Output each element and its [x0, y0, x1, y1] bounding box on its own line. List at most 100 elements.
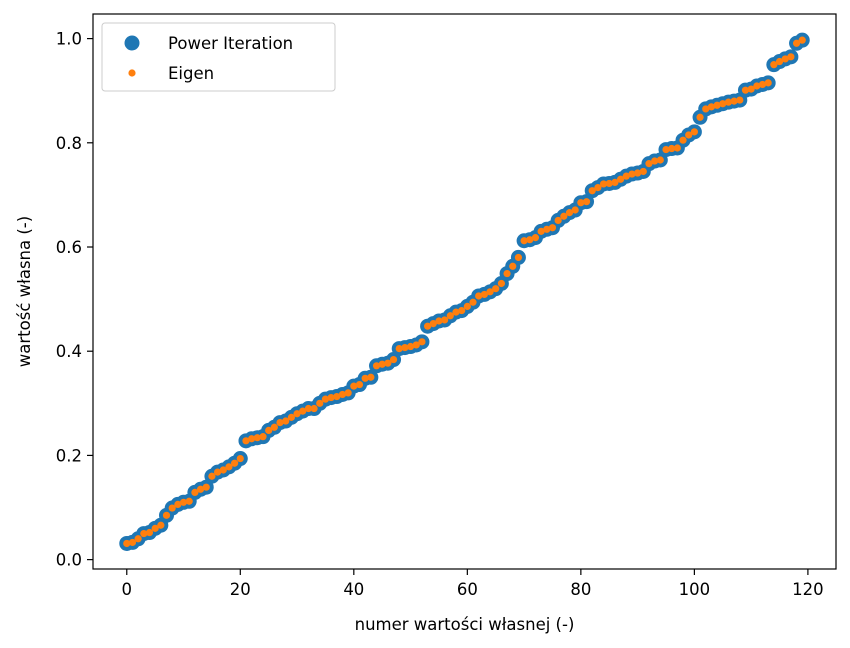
eigen-point [304, 404, 313, 413]
eigen-point [157, 521, 165, 529]
eigen-point [202, 483, 210, 491]
eigen-point [276, 418, 284, 427]
x-axis-ticks: 0 20 40 60 80 100 120 [122, 569, 824, 599]
eigen-point [702, 105, 710, 113]
eigen-point [730, 97, 738, 105]
eigen-point [565, 209, 574, 217]
eigen-point [475, 292, 483, 300]
eigen-point [424, 322, 432, 330]
eigen-point [560, 212, 568, 220]
eigen-point [775, 57, 784, 66]
eigen-point [571, 206, 579, 214]
eigen-point [185, 497, 193, 505]
eigen-point [333, 392, 341, 401]
eigen-point [645, 160, 653, 168]
y-tick-label: 0.2 [56, 446, 82, 465]
x-axis-label: numer wartości własnej (-) [355, 615, 575, 634]
x-tick-label: 20 [230, 580, 251, 599]
x-tick-label: 60 [457, 580, 478, 599]
axes-frame [92, 13, 837, 570]
eigen-point [736, 96, 744, 104]
eigen-point [168, 504, 176, 512]
eigen-point [361, 374, 369, 382]
eigen-point [446, 312, 454, 320]
eigen-point [537, 227, 545, 235]
eigen-point [140, 529, 148, 538]
eigen-point [656, 156, 664, 164]
eigen-point [548, 224, 557, 232]
eigen-point [452, 308, 460, 316]
eigen-point [753, 82, 761, 90]
eigen-point [441, 316, 449, 324]
eigen-point [679, 136, 687, 144]
eigen-point [668, 144, 676, 153]
eigen-point [401, 343, 409, 352]
legend-label-eigen: Eigen [168, 64, 214, 83]
eigen-point [384, 359, 392, 367]
eigen-point [605, 179, 613, 188]
x-tick-label: 40 [343, 580, 364, 599]
eigen-point [747, 85, 755, 93]
eigen-point [162, 511, 171, 519]
eigen-point [418, 338, 426, 346]
eigen-point [389, 355, 398, 364]
eigen-point [174, 500, 182, 508]
eigen-point [458, 306, 466, 315]
x-tick-label: 120 [792, 580, 824, 599]
eigen-point [514, 253, 523, 262]
eigen-point [236, 454, 244, 463]
eigen-point [219, 466, 227, 474]
eigen-point [179, 498, 188, 506]
series-layer [119, 32, 810, 551]
eigen-point [213, 468, 222, 476]
y-tick-label: 0.6 [56, 238, 82, 257]
eigen-point [191, 488, 199, 497]
eigen-point [616, 175, 625, 183]
eigen-point [378, 360, 386, 368]
eigen-point [429, 319, 437, 328]
eigen-point [719, 100, 727, 108]
eigen-point [253, 434, 261, 442]
eigen-point [639, 167, 647, 176]
eigen-point [293, 410, 301, 418]
legend-label-power-iteration: Power Iteration [168, 34, 293, 53]
eigen-point [123, 539, 131, 548]
eigen-point [792, 39, 801, 47]
eigen-point [724, 98, 733, 106]
eigen-point [350, 382, 358, 390]
legend: Power Iteration Eigen [101, 22, 336, 92]
eigen-point [248, 435, 256, 443]
y-axis-label: wartość własna (-) [15, 216, 34, 367]
eigen-point [327, 393, 335, 402]
eigen-point [673, 144, 681, 152]
eigen-point [486, 288, 494, 296]
eigen-point [316, 399, 324, 407]
eigen-point [412, 341, 420, 349]
eigen-point [231, 459, 239, 467]
eigen-point [469, 298, 477, 306]
eigen-point [134, 535, 142, 543]
eigen-point [480, 290, 488, 299]
eigen-point [265, 426, 273, 435]
y-axis-ticks: 0.0 0.2 0.4 0.6 0.8 1.0 [56, 30, 93, 570]
eigen-point [611, 178, 619, 186]
eigen-point [406, 342, 415, 351]
eigen-point [310, 404, 318, 413]
y-tick-label: 0.4 [56, 342, 82, 361]
eigen-point [282, 417, 290, 425]
eigen-point [662, 145, 670, 154]
eigen-point [270, 423, 278, 431]
eigen-point [594, 184, 602, 192]
eigen-point [259, 433, 267, 441]
plot-area: 0 20 40 60 80 100 120 0.0 0.2 0.4 0.6 0.8 1.0 [56, 13, 837, 599]
eigen-point [622, 172, 630, 180]
eigen-point [492, 285, 500, 293]
y-tick-label: 1.0 [56, 30, 82, 49]
eigen-point [781, 55, 789, 63]
x-tick-label: 80 [570, 580, 591, 599]
eigen-point [355, 380, 364, 389]
eigen-point [151, 524, 159, 532]
eigen-point [758, 80, 767, 89]
eigen-point [372, 362, 381, 370]
eigen-point [367, 373, 375, 381]
